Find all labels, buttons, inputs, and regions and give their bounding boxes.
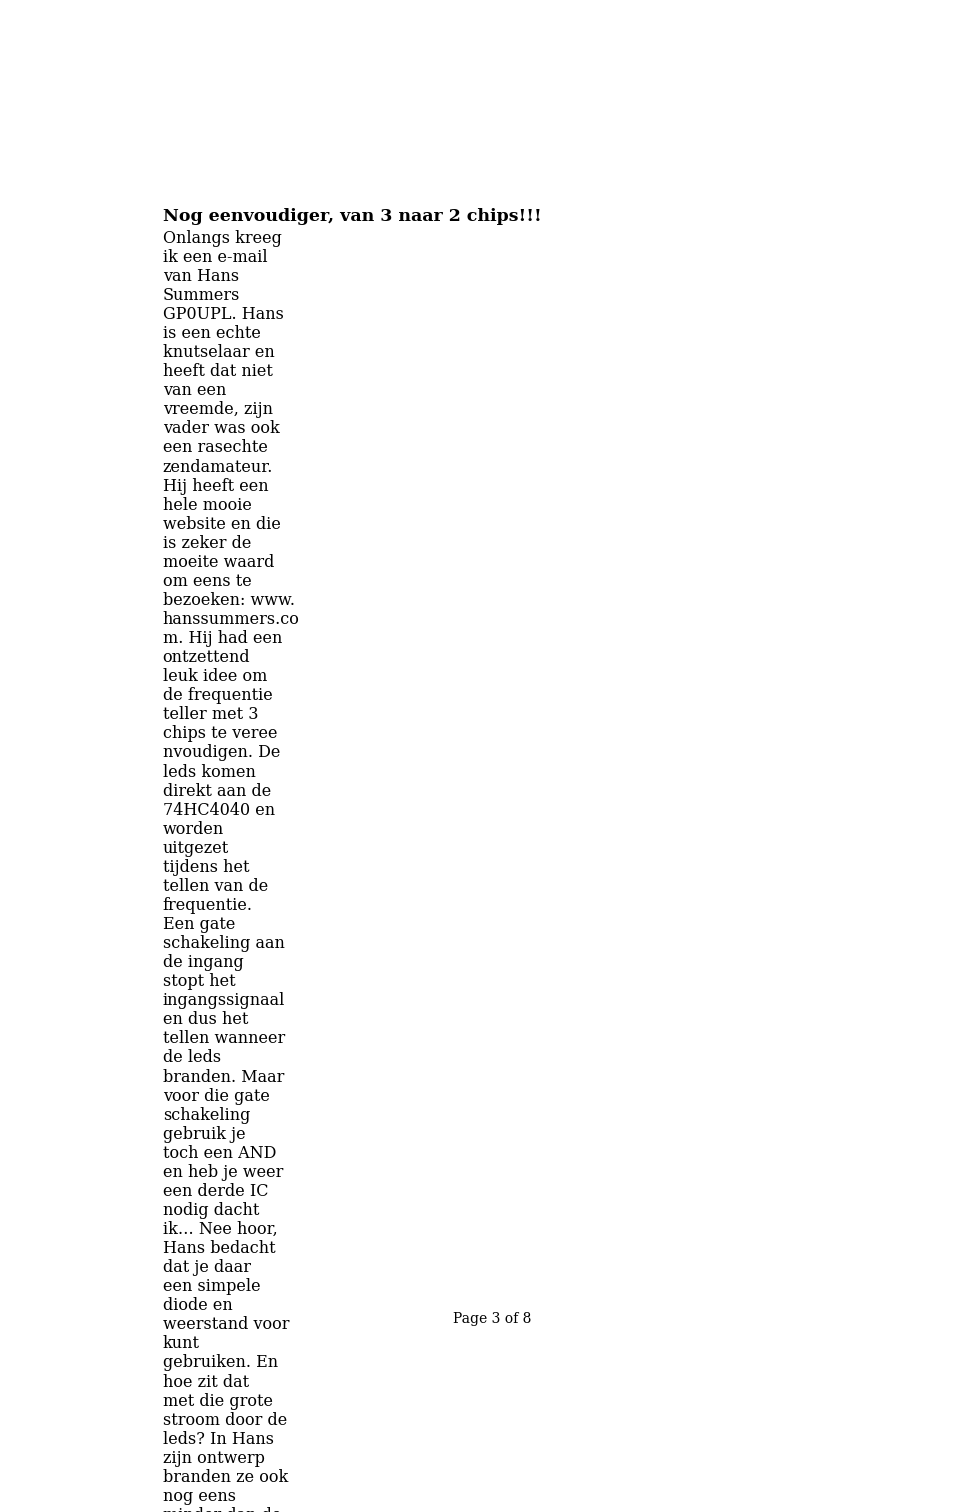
Text: chips te veree: chips te veree [162,726,277,742]
Text: een derde IC: een derde IC [162,1182,268,1201]
Text: van Hans: van Hans [162,268,239,284]
Text: tellen wanneer: tellen wanneer [162,1030,285,1048]
Text: tellen van de: tellen van de [162,878,268,895]
Text: gebruik je: gebruik je [162,1126,245,1143]
Text: knutselaar en: knutselaar en [162,345,275,361]
Text: een rasechte: een rasechte [162,440,268,457]
Text: ik een e-mail: ik een e-mail [162,249,267,266]
Text: een simpele: een simpele [162,1278,260,1296]
Text: de ingang: de ingang [162,954,244,971]
Text: schakeling: schakeling [162,1107,250,1123]
Text: Hij heeft een: Hij heeft een [162,478,268,494]
Text: leuk idee om: leuk idee om [162,668,267,685]
Text: diode en: diode en [162,1297,232,1314]
Text: de frequentie: de frequentie [162,688,273,705]
Text: dat je daar: dat je daar [162,1259,251,1276]
Text: met die grote: met die grote [162,1393,273,1409]
Text: voor die gate: voor die gate [162,1087,270,1105]
Text: en dus het: en dus het [162,1012,248,1028]
Text: zijn ontwerp: zijn ontwerp [162,1450,265,1467]
Text: om eens te: om eens te [162,573,252,590]
Text: leds? In Hans: leds? In Hans [162,1430,274,1447]
Text: m. Hij had een: m. Hij had een [162,631,282,647]
Text: hele mooie: hele mooie [162,496,252,514]
Text: direkt aan de: direkt aan de [162,783,271,800]
Text: branden ze ook: branden ze ook [162,1468,288,1486]
Text: GP0UPL. Hans: GP0UPL. Hans [162,305,283,324]
Text: leds komen: leds komen [162,764,255,780]
Text: en heb je weer: en heb je weer [162,1164,283,1181]
Text: hanssummers.co: hanssummers.co [162,611,300,627]
Text: nvoudigen. De: nvoudigen. De [162,744,280,762]
Text: zendamateur.: zendamateur. [162,458,273,476]
Text: uitgezet: uitgezet [162,839,228,857]
Text: is zeker de: is zeker de [162,535,251,552]
Text: frequentie.: frequentie. [162,897,252,913]
Text: gebruiken. En: gebruiken. En [162,1355,277,1371]
Text: nodig dacht: nodig dacht [162,1202,259,1219]
Text: stroom door de: stroom door de [162,1412,287,1429]
Text: vader was ook: vader was ook [162,420,279,437]
Text: minder dan de: minder dan de [162,1507,281,1512]
Text: Nog eenvoudiger, van 3 naar 2 chips!!!: Nog eenvoudiger, van 3 naar 2 chips!!! [162,209,541,225]
Text: Summers: Summers [162,287,240,304]
Text: nog eens: nog eens [162,1488,235,1504]
Text: tijdens het: tijdens het [162,859,250,875]
Text: de leds: de leds [162,1049,221,1066]
Text: ontzettend: ontzettend [162,649,251,667]
Text: website en die: website en die [162,516,280,532]
Text: Een gate: Een gate [162,916,235,933]
Text: heeft dat niet: heeft dat niet [162,363,273,380]
Text: branden. Maar: branden. Maar [162,1069,284,1086]
Text: ik… Nee hoor,: ik… Nee hoor, [162,1222,277,1238]
Text: schakeling aan: schakeling aan [162,934,284,953]
Text: hoe zit dat: hoe zit dat [162,1373,249,1391]
Text: weerstand voor: weerstand voor [162,1317,289,1334]
Text: vreemde, zijn: vreemde, zijn [162,401,273,419]
Text: Hans bedacht: Hans bedacht [162,1240,276,1256]
Text: teller met 3: teller met 3 [162,706,258,723]
Text: ingangssignaal: ingangssignaal [162,992,285,1010]
Text: stopt het: stopt het [162,974,235,990]
Text: Onlangs kreeg: Onlangs kreeg [162,230,281,246]
Text: Page 3 of 8: Page 3 of 8 [453,1312,531,1326]
Text: kunt: kunt [162,1335,200,1352]
Text: toch een AND: toch een AND [162,1145,276,1161]
Text: bezoeken: www.: bezoeken: www. [162,593,295,609]
Text: van een: van een [162,383,226,399]
Text: is een echte: is een echte [162,325,260,342]
Text: 74HC4040 en: 74HC4040 en [162,801,275,818]
Text: moeite waard: moeite waard [162,553,274,572]
Text: worden: worden [162,821,224,838]
